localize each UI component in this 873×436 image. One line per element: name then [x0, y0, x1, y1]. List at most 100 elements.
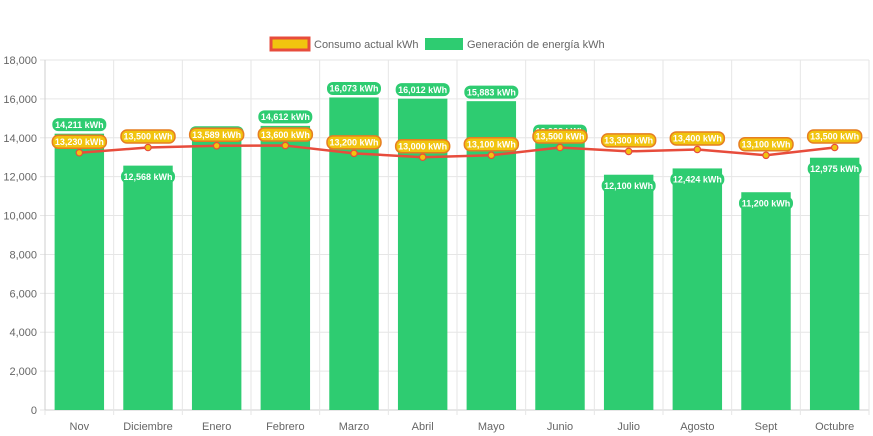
data-label-generacion: 14,211 kWh [55, 120, 104, 130]
grid [44, 59, 870, 415]
x-tick-label: Enero [202, 421, 231, 433]
y-tick-label: 18,000 [3, 55, 37, 67]
data-label-generacion-bg [739, 196, 793, 210]
bar-generacion[interactable] [260, 125, 311, 410]
y-tick-label: 4,000 [9, 327, 37, 339]
y-tick-label: 2,000 [9, 366, 37, 378]
line-point-consumo[interactable] [693, 145, 702, 154]
bar-generacion[interactable] [535, 139, 585, 410]
data-label-consumo: 13,600 kWh [261, 130, 310, 140]
line-point-consumo[interactable] [281, 141, 290, 150]
data-label-consumo: 13,230 kWh [55, 137, 104, 147]
data-label-generacion: 12,424 kWh [673, 175, 722, 185]
y-tick-label: 0 [31, 405, 37, 417]
bar-generacion[interactable] [123, 165, 173, 410]
y-tick-label: 10,000 [3, 211, 37, 223]
data-label-consumo: 13,500 kWh [535, 132, 584, 142]
x-tick-label: Nov [70, 421, 90, 433]
data-label-generacion-bg [395, 83, 450, 97]
data-label-generacion: 12,568 kWh [123, 172, 172, 182]
data-label-generacion: 11,200 kWh [742, 198, 791, 208]
bar-generacion[interactable] [603, 174, 654, 410]
x-tick-label: Abril [412, 421, 434, 433]
bar-generacion[interactable] [54, 133, 105, 411]
line-point-consumo[interactable] [212, 141, 221, 150]
data-label-consumo: 13,100 kWh [741, 139, 790, 149]
data-label-generacion-bg [121, 170, 175, 184]
x-tick-label: Junio [547, 421, 573, 433]
data-label-generacion: 16,012 kWh [398, 85, 447, 95]
data-label-consumo-bg [669, 131, 726, 146]
data-label-consumo: 13,000 kWh [398, 141, 447, 151]
data-label-generacion: 15,883 kWh [467, 87, 516, 97]
data-label-consumo: 13,400 kWh [673, 134, 722, 144]
data-label-consumo-bg [120, 129, 176, 144]
line-point-consumo[interactable] [418, 153, 427, 162]
data-label-consumo-bg [326, 135, 382, 150]
line-point-consumo[interactable] [556, 143, 564, 152]
data-label-consumo-bg [51, 134, 108, 149]
line-point-consumo[interactable] [624, 147, 633, 156]
data-label-generacion: 12,975 kWh [810, 164, 859, 174]
data-label-consumo: 13,200 kWh [329, 138, 378, 148]
y-tick-label: 14,000 [3, 133, 37, 145]
bar-generacion[interactable] [809, 157, 860, 410]
line-data-labels: 13,230 kWh 13,500 kWh 13,589 kWh 13,600 kWh… [51, 127, 863, 154]
data-label-consumo-bg [600, 133, 657, 148]
bar-generacion[interactable] [741, 192, 791, 410]
data-label-generacion-bg [601, 179, 656, 193]
x-tick-label: Diciembre [123, 421, 173, 433]
data-label-consumo: 13,300 kWh [604, 136, 653, 146]
data-label-generacion: 16,073 kWh [329, 84, 378, 94]
y-axis: 0 2,000 4,000 6,000 8,000 10,000 12,000 14,000 1… [3, 55, 46, 417]
x-tick-label: Mayo [478, 421, 505, 433]
y-tick-label: 6,000 [9, 288, 37, 300]
legend[interactable]: Consumo actual kWh Generación de energía… [269, 36, 605, 52]
legend-label-generacion[interactable]: Generación de energía kWh [467, 39, 605, 51]
data-label-consumo-bg [257, 127, 314, 142]
x-tick-label: Julio [617, 421, 640, 433]
data-label-generacion-bg [670, 172, 725, 186]
legend-swatch-generacion[interactable] [425, 38, 463, 50]
data-label-consumo: 13,589 kWh [192, 130, 241, 140]
data-label-consumo-bg [394, 138, 451, 154]
data-label-consumo: 13,500 kWh [123, 132, 172, 142]
data-label-generacion: 12,100 kWh [604, 181, 653, 191]
y-tick-label: 16,000 [3, 94, 37, 106]
data-label-consumo: 13,100 kWh [467, 139, 516, 149]
line-point-consumo[interactable] [762, 151, 770, 160]
x-tick-label: Sept [755, 421, 778, 433]
bar-generacion[interactable] [191, 140, 242, 411]
line-point-consumo[interactable] [75, 148, 84, 157]
bar-generacion[interactable] [672, 168, 723, 410]
x-tick-label: Octubre [815, 421, 854, 433]
data-label-generacion-bg [258, 110, 313, 124]
data-label-generacion: 14,612 kWh [261, 112, 310, 122]
x-axis: Nov Diciembre Enero Febrero Marzo Abril Mayo Ju… [70, 421, 855, 433]
data-label-generacion-bg [327, 81, 381, 95]
line-point-consumo[interactable] [830, 143, 839, 152]
line-point-consumo[interactable] [487, 151, 496, 160]
bar-series [54, 97, 860, 411]
line-point-consumo[interactable] [350, 149, 358, 158]
legend-swatch-consumo[interactable] [269, 36, 311, 52]
data-label-consumo: 13,500 kWh [810, 132, 859, 142]
data-label-consumo-bg [532, 129, 588, 144]
x-tick-label: Marzo [339, 421, 370, 433]
line-point-consumo[interactable] [144, 143, 152, 152]
data-label-generacion-bg [464, 85, 519, 99]
y-tick-label: 8,000 [9, 249, 37, 261]
data-label-consumo-bg [463, 137, 520, 152]
data-label-consumo-bg [188, 127, 245, 143]
y-tick-label: 12,000 [3, 172, 37, 184]
data-label-generacion-bg [807, 162, 862, 176]
line-consumo [79, 144, 835, 159]
legend-label-consumo[interactable]: Consumo actual kWh [314, 39, 419, 51]
x-tick-label: Agosto [680, 421, 714, 433]
x-tick-label: Febrero [266, 421, 305, 433]
line-series [75, 141, 839, 162]
data-label-consumo-bg [738, 137, 794, 152]
